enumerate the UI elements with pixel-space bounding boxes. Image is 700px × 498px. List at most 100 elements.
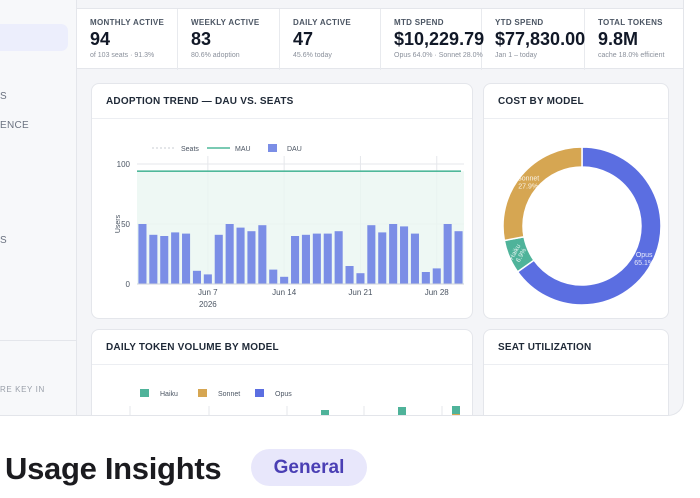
dau-bar (138, 224, 147, 284)
category-badge[interactable]: General (251, 449, 367, 486)
y-tick-label: 0 (126, 280, 131, 289)
x-tick-sublabel: 2026 (199, 300, 217, 309)
x-tick-label: Jun 7 (198, 288, 218, 297)
dau-bar (171, 232, 180, 284)
stat-label: MONTHLY ACTIVE (90, 18, 165, 27)
stat-weekly-active: WEEKLY ACTIVE 83 80.6% adoption (178, 9, 280, 70)
dau-bar (301, 234, 310, 284)
dau-bar (421, 272, 430, 284)
card-title: COST BY MODEL (484, 84, 668, 119)
token-bar-haiku (452, 406, 460, 415)
dau-bar (454, 231, 463, 284)
stat-daily-active: DAILY ACTIVE 47 45.6% today (280, 9, 381, 70)
mau-area (137, 171, 464, 284)
dau-bar (378, 232, 387, 284)
stat-sub: Jan 1 – today (495, 52, 538, 59)
slice-pct: 27.9% (518, 183, 538, 190)
sidebar-footer-label: RE KEY IN (0, 385, 45, 394)
legend-label-haiku: Haiku (160, 391, 178, 398)
dau-bar (280, 276, 289, 284)
stat-mtd-spend: MTD SPEND $10,229.79 Opus 64.0% · Sonnet… (381, 9, 485, 70)
dau-bar (225, 224, 234, 284)
stat-value: 83 (191, 29, 212, 49)
dau-bar (410, 233, 419, 284)
dau-bar (258, 225, 267, 284)
y-tick-label: 50 (121, 220, 130, 229)
y-axis-label: Users (115, 214, 122, 233)
stat-label: MTD SPEND (394, 18, 444, 27)
dau-bar (312, 233, 321, 284)
token-volume-card: DAILY TOKEN VOLUME BY MODEL Haiku Sonnet O… (91, 329, 473, 416)
stat-sub: 45.6% today (293, 52, 332, 59)
sidebar-item-label[interactable]: ENCE (0, 120, 29, 131)
dau-bar (203, 274, 212, 284)
page-title: Usage Insights (5, 451, 222, 486)
stat-sub: 80.6% adoption (191, 52, 240, 59)
legend-seats-label: Seats (181, 146, 199, 153)
stats-row: MONTHLY ACTIVE 94 of 103 seats · 91.3% W… (77, 8, 683, 70)
stat-value: $77,830.00 (495, 29, 586, 49)
stat-value: 9.8M (598, 29, 639, 49)
token-bar-haiku (321, 410, 329, 415)
cost-by-model-card: COST BY MODEL Opus 65.1% Haiku 6.9% Sonnet 27… (483, 83, 669, 319)
donut-slice-opus (516, 146, 662, 306)
dau-bar (182, 233, 191, 284)
token-bar-sonnet (398, 415, 406, 416)
dau-bar (160, 236, 169, 284)
dau-bar (356, 273, 365, 284)
dau-bar (149, 234, 158, 284)
legend-swatch-opus (255, 389, 264, 397)
card-title: DAILY TOKEN VOLUME BY MODEL (92, 330, 472, 365)
token-bar-sonnet (452, 414, 460, 415)
seat-utilization-card: SEAT UTILIZATION (483, 329, 669, 415)
card-title: ADOPTION TREND — DAU VS. SEATS (92, 84, 472, 119)
slice-label: Opus (636, 252, 653, 259)
token-volume-chart: Haiku Sonnet Opus (129, 389, 460, 416)
stat-label: DAILY ACTIVE (293, 18, 351, 27)
x-tick-label: Jun 28 (425, 288, 450, 297)
stat-label: TOTAL TOKENS (598, 18, 663, 27)
app-screenshot: S ENCE S RE KEY IN MONTHLY ACTIVE 94 of … (0, 0, 684, 416)
adoption-chart: 0 50 100 Jun 7 2026 Jun 14 Jun 21 Jun 28 Users Se… (115, 144, 464, 309)
dau-bar (269, 269, 278, 284)
stat-total-tokens: TOTAL TOKENS 9.8M cache 18.0% efficient (585, 9, 683, 70)
sidebar-active-item[interactable] (0, 24, 68, 51)
legend-label-sonnet: Sonnet (218, 391, 240, 398)
dau-bar (334, 231, 343, 284)
legend-swatch-sonnet (198, 389, 207, 397)
stat-monthly-active: MONTHLY ACTIVE 94 of 103 seats · 91.3% (77, 9, 178, 70)
legend-mau-label: MAU (235, 146, 251, 153)
token-bar-haiku (398, 407, 406, 415)
dau-bar (432, 268, 441, 284)
dau-bar (323, 233, 332, 284)
dau-bar (400, 226, 409, 284)
adoption-trend-card: ADOPTION TREND — DAU VS. SEATS 0 50 100 Jun… (91, 83, 473, 319)
stat-sub: Opus 64.0% · Sonnet 28.0% (394, 52, 483, 59)
stat-label: YTD SPEND (495, 18, 544, 27)
dau-bar (214, 234, 223, 284)
dau-bar (345, 266, 354, 284)
dau-bar (443, 224, 452, 284)
slice-pct: 65.1% (634, 260, 654, 267)
dau-bar (291, 236, 300, 284)
sidebar-item-label[interactable]: S (0, 91, 7, 102)
sidebar: S ENCE S RE KEY IN (0, 0, 77, 415)
dau-bar (367, 225, 376, 284)
dau-bar (389, 224, 398, 284)
dau-bar (192, 270, 201, 284)
stat-value: 94 (90, 29, 111, 49)
stat-value: $10,229.79 (394, 29, 485, 49)
legend-label-opus: Opus (275, 391, 292, 398)
dau-bar (236, 227, 245, 284)
stat-ytd-spend: YTD SPEND $77,830.00 Jan 1 – today (482, 9, 585, 70)
dau-bar (247, 231, 256, 284)
slice-label: Sonnet (517, 175, 539, 182)
card-title: SEAT UTILIZATION (484, 330, 668, 365)
legend-swatch-haiku (140, 389, 149, 397)
stat-sub: of 103 seats · 91.3% (90, 52, 155, 59)
sidebar-item-label[interactable]: S (0, 235, 7, 246)
legend-dau-swatch (268, 144, 277, 152)
donut-slice-sonnet (502, 146, 583, 242)
